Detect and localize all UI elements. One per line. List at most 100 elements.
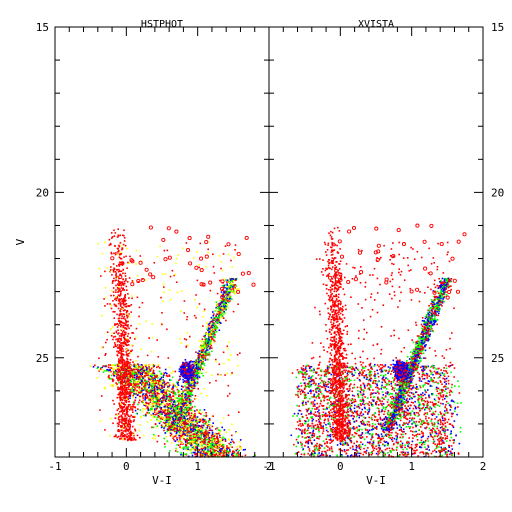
star-point: [117, 379, 120, 382]
star-point: [125, 386, 128, 389]
star-point: [154, 376, 157, 378]
star-point: [203, 350, 206, 353]
star-point: [201, 433, 204, 436]
star-point: [160, 378, 162, 380]
star-point: [146, 391, 149, 393]
star-point: [201, 438, 203, 441]
star-point: [113, 375, 116, 377]
star-point: [185, 448, 187, 450]
star-point: [137, 378, 140, 380]
star-point: [180, 428, 182, 431]
star-point: [205, 415, 207, 418]
star-point: [126, 315, 128, 317]
star-point: [188, 409, 190, 412]
star-point: [178, 391, 181, 394]
star-point: [206, 435, 209, 438]
star-point: [120, 415, 123, 418]
star-point: [169, 406, 171, 409]
star-point: [197, 358, 200, 360]
star-point: [118, 314, 121, 317]
star-point: [200, 425, 202, 428]
star-point: [124, 419, 127, 421]
star-point: [149, 375, 151, 377]
star-point: [137, 365, 139, 367]
star-point: [176, 429, 179, 432]
star-point: [127, 325, 129, 328]
star-point: [218, 429, 221, 432]
star-point: [205, 332, 207, 334]
star-point: [206, 340, 209, 342]
star-point: [183, 398, 186, 401]
star-point: [124, 368, 127, 370]
star-point: [120, 381, 122, 384]
star-point: [169, 396, 171, 399]
star-point: [159, 414, 161, 417]
star-point: [202, 450, 205, 453]
star-point: [167, 429, 170, 431]
star-point: [225, 306, 227, 309]
star-point: [170, 418, 173, 420]
star-point: [204, 447, 207, 449]
star-point: [113, 252, 115, 255]
star-point: [172, 382, 175, 385]
star-point: [123, 337, 126, 339]
star-point: [208, 351, 210, 354]
star-point: [159, 413, 161, 415]
star-point: [181, 416, 184, 418]
star-point: [188, 392, 190, 394]
star-point: [177, 418, 180, 420]
star-point: [119, 314, 122, 316]
star-point: [215, 442, 217, 445]
star-point: [124, 295, 126, 297]
star-point: [201, 446, 203, 448]
star-point: [181, 385, 183, 387]
star-point: [215, 317, 218, 320]
star-point: [207, 338, 210, 340]
star-point: [193, 380, 196, 382]
star-point: [180, 398, 182, 401]
star-point: [215, 321, 218, 324]
star-point: [193, 377, 195, 379]
star-point: [126, 423, 129, 426]
star-point: [208, 341, 210, 343]
star-point: [122, 272, 124, 275]
star-point: [117, 388, 119, 391]
star-point: [122, 393, 124, 396]
star-point: [119, 270, 121, 272]
star-point: [203, 422, 205, 425]
star-point: [154, 388, 156, 390]
star-point: [176, 399, 178, 402]
star-point: [231, 279, 233, 282]
star-point: [201, 368, 204, 371]
star-point: [226, 305, 228, 307]
star-point: [125, 401, 128, 404]
star-point: [153, 411, 156, 413]
star-point: [120, 287, 123, 289]
star-point: [200, 353, 202, 355]
star-point: [130, 439, 132, 441]
star-point: [165, 423, 168, 425]
star-point: [203, 341, 205, 343]
star-point: [121, 389, 123, 391]
star-point: [210, 440, 212, 442]
star-point: [186, 437, 189, 440]
star-point: [149, 414, 152, 417]
star-point: [117, 347, 119, 349]
star-point: [115, 375, 118, 378]
star-point: [217, 314, 220, 317]
star-point: [113, 332, 115, 334]
star-point: [177, 412, 180, 415]
star-point: [225, 279, 227, 281]
star-point: [145, 365, 147, 368]
star-point: [116, 371, 118, 373]
star-point: [210, 331, 213, 333]
star-point: [171, 435, 174, 437]
star-point: [242, 449, 245, 451]
star-point: [197, 356, 200, 358]
star-point: [185, 414, 187, 417]
star-point: [111, 237, 113, 239]
star-point: [190, 448, 193, 450]
star-point: [160, 426, 163, 429]
star-point: [200, 358, 203, 360]
star-point: [124, 408, 126, 411]
